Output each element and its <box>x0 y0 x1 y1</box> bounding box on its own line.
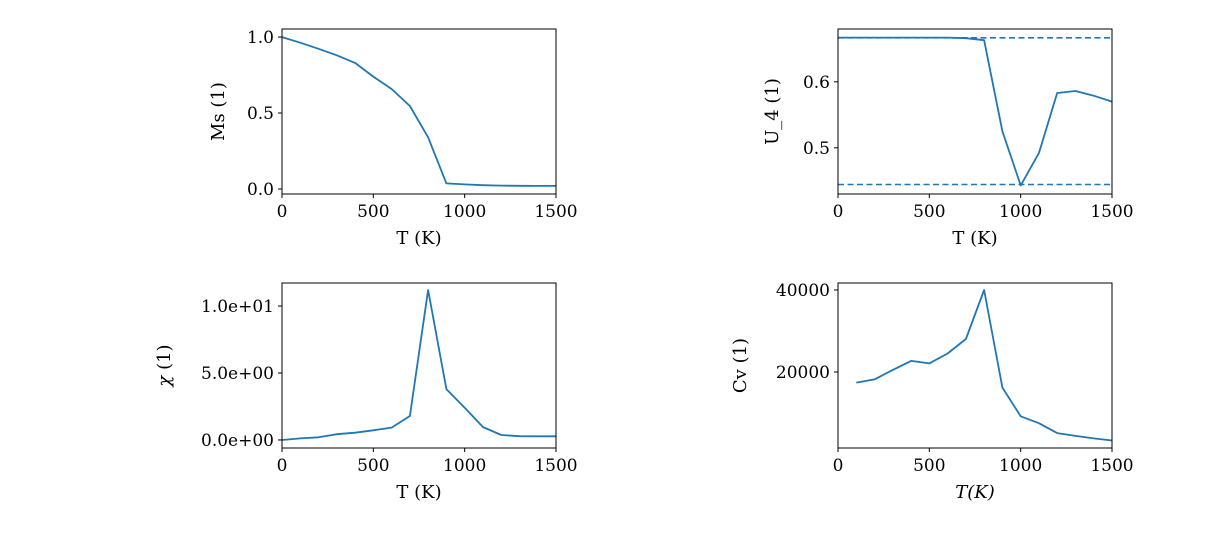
x-axis-label: T(K) <box>955 482 995 503</box>
series-line <box>856 289 1113 442</box>
x-tick-label: 1000 <box>443 456 486 476</box>
x-axis-label: T (K) <box>952 228 997 249</box>
y-tick-label: 0.0e+00 <box>201 431 274 451</box>
x-axis-label: T (K) <box>396 228 441 249</box>
y-tick-label: 0.6 <box>803 73 830 93</box>
y-tick-label: 1.0e+01 <box>201 297 274 317</box>
x-tick-label: 1500 <box>534 202 577 222</box>
y-axis-label: χ (1) <box>154 344 175 388</box>
axes-frame <box>837 282 1113 449</box>
subplot-2: 0 500 1000 1500 0.5 0.6 T (K) U_4 (1) <box>762 28 1134 249</box>
x-tick-label: 500 <box>357 202 389 222</box>
x-tick-label: 0 <box>833 202 844 222</box>
y-tick-label: 5.0e+00 <box>201 364 274 384</box>
x-tick-label: 1000 <box>443 202 486 222</box>
x-tick-label: 500 <box>913 456 945 476</box>
series-line <box>838 36 1113 187</box>
y-tick-label: 0.5 <box>803 139 830 159</box>
x-tick-label: 0 <box>833 456 844 476</box>
series-line <box>281 36 556 187</box>
y-tick-label: 0.0 <box>247 180 274 200</box>
x-tick-label: 1000 <box>999 202 1042 222</box>
x-axis-label: T (K) <box>396 482 441 503</box>
axes-frame <box>837 28 1113 195</box>
y-tick-label: 0.5 <box>247 104 274 124</box>
x-tick-label: 1500 <box>1090 456 1133 476</box>
subplot-3: 0 500 1000 1500 0.0e+00 5.0e+00 1.0e+01 T (K) χ … <box>154 282 578 503</box>
y-axis-label: Ms (1) <box>208 82 229 141</box>
x-tick-label: 1000 <box>999 456 1042 476</box>
subplot-4: 0 500 1000 1500 20000 40000 T(K) Cv (1) <box>730 281 1134 503</box>
x-tick-label: 500 <box>913 202 945 222</box>
y-tick-label: 40000 <box>776 281 830 301</box>
subplot-1: 0 500 1000 1500 0.0 0.5 1.0 T (K) Ms (1) <box>208 28 578 249</box>
x-tick-label: 500 <box>357 456 389 476</box>
x-tick-label: 1500 <box>534 456 577 476</box>
axes-frame <box>281 282 557 449</box>
x-tick-label: 0 <box>277 202 288 222</box>
series-line <box>281 289 556 441</box>
y-tick-label: 1.0 <box>247 28 274 48</box>
x-tick-label: 1500 <box>1090 202 1133 222</box>
y-axis-label: U_4 (1) <box>762 78 783 145</box>
axes-frame <box>281 28 557 195</box>
y-axis-label: Cv (1) <box>730 338 751 393</box>
x-tick-label: 0 <box>277 456 288 476</box>
y-tick-label: 20000 <box>776 363 830 383</box>
